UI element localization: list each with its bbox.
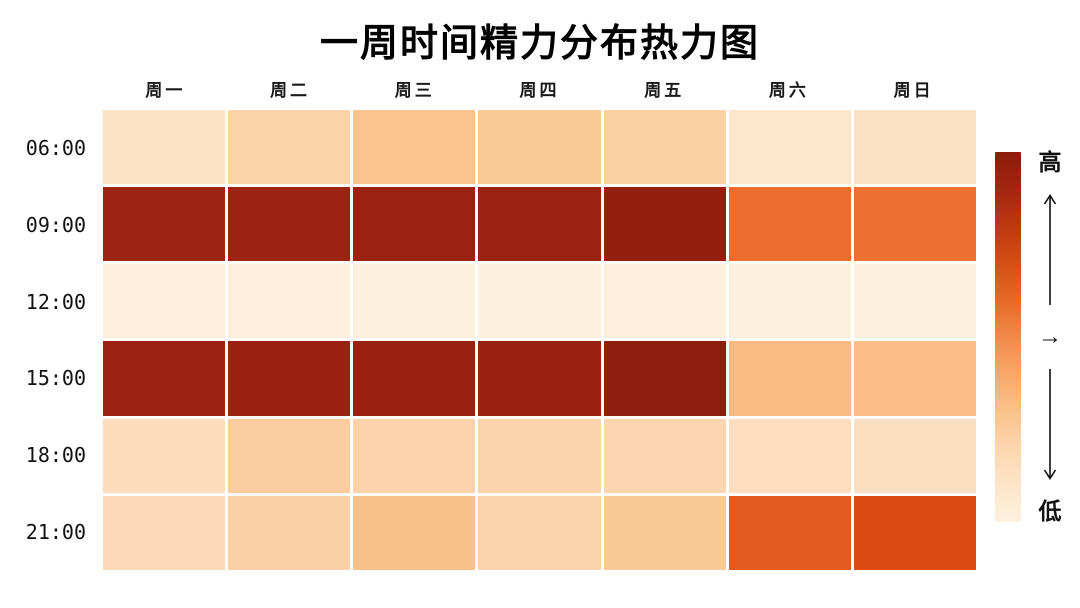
x-axis-label: 周三 — [394, 80, 435, 100]
heatmap-cell — [728, 187, 851, 262]
heatmap-cell — [478, 495, 601, 570]
x-axis-labels: 周一 周二 周三 周四 周五 周六 周日 — [103, 72, 976, 104]
heatmap-cell — [728, 495, 851, 570]
legend-low-label: 低 — [1038, 497, 1062, 524]
heatmap-cell — [478, 110, 601, 185]
heatmap-cell — [103, 264, 226, 339]
heatmap-cell — [103, 187, 226, 262]
heatmap-cell — [228, 341, 351, 416]
heatmap-cell — [603, 264, 726, 339]
heatmap-cell — [353, 264, 476, 339]
x-axis-label: 周一 — [145, 80, 186, 100]
heatmap-cell — [228, 187, 351, 262]
colorbar-legend: 高 → 低 — [1028, 149, 1072, 524]
heatmap-cell — [478, 341, 601, 416]
heatmap-cell — [853, 495, 976, 570]
heatmap-cell — [478, 418, 601, 493]
heatmap-cell — [603, 187, 726, 262]
heatmap-grid — [103, 110, 976, 570]
legend-high-label: 高 — [1038, 149, 1062, 175]
heatmap-cell — [103, 418, 226, 493]
y-axis-labels: 06:00 09:00 12:00 15:00 18:00 21:00 — [0, 110, 88, 570]
heatmap-cell — [103, 341, 226, 416]
y-axis-label: 12:00 — [25, 289, 86, 314]
heatmap-cell — [353, 341, 476, 416]
heatmap-cell — [603, 110, 726, 185]
heatmap-cell — [353, 495, 476, 570]
y-axis-label: 18:00 — [25, 443, 86, 468]
heatmap-cell — [853, 110, 976, 185]
chart-title: 一周时间精力分布热力图 — [319, 23, 760, 65]
x-axis-label: 周六 — [768, 80, 809, 100]
colorbar — [995, 152, 1021, 522]
heatmap-cell — [853, 341, 976, 416]
heatmap-cell — [228, 110, 351, 185]
heatmap-cell — [728, 341, 851, 416]
heatmap-cell — [603, 418, 726, 493]
heatmap-cell — [103, 495, 226, 570]
heatmap-cell — [103, 110, 226, 185]
heatmap-cell — [603, 341, 726, 416]
heatmap-cell — [853, 187, 976, 262]
heatmap-cell — [228, 418, 351, 493]
heatmap-cell — [478, 187, 601, 262]
arrow-down-icon — [1043, 368, 1057, 480]
heatmap-cell — [728, 418, 851, 493]
heatmap-cell — [228, 495, 351, 570]
heatmap-cell — [353, 187, 476, 262]
heatmap-cell — [353, 418, 476, 493]
y-axis-label: 21:00 — [25, 519, 86, 544]
heatmap-cell — [853, 264, 976, 339]
heatmap-cell — [478, 264, 601, 339]
x-axis-label: 周二 — [270, 80, 311, 100]
heatmap-cell — [728, 110, 851, 185]
heatmap-cell — [603, 495, 726, 570]
heatmap-cell — [728, 264, 851, 339]
x-axis-label: 周日 — [893, 80, 934, 100]
arrow-up-icon — [1043, 194, 1057, 306]
x-axis-label: 周五 — [644, 80, 685, 100]
heatmap-cell — [353, 110, 476, 185]
y-axis-label: 15:00 — [25, 366, 86, 391]
y-axis-label: 09:00 — [25, 213, 86, 237]
heatmap-cell — [853, 418, 976, 493]
arrow-right-icon: → — [1038, 322, 1062, 350]
y-axis-label: 06:00 — [25, 136, 86, 161]
x-axis-label: 周四 — [519, 80, 560, 100]
heatmap-cell — [228, 264, 351, 339]
